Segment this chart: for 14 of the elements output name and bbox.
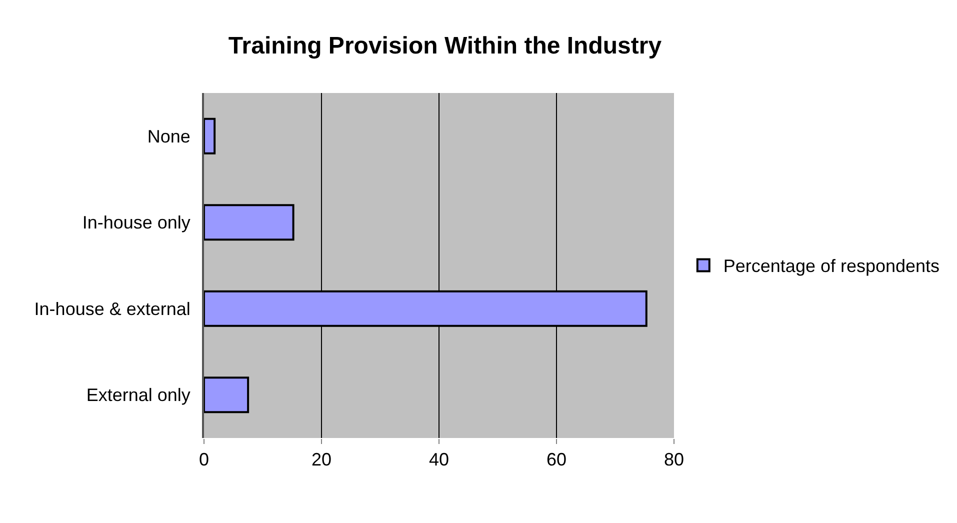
x-tick-label: 40	[428, 450, 450, 470]
x-tick-label: 0	[198, 450, 210, 470]
bar	[204, 376, 250, 414]
y-tick-label: In-house & external	[34, 298, 190, 319]
x-tick-label: 80	[664, 450, 684, 470]
y-tick-label: None	[147, 126, 190, 146]
chart-title: Training Provision Within the Industry	[228, 32, 662, 60]
x-tick-label: 60	[546, 450, 567, 470]
legend-label: Percentage of respondents	[723, 256, 940, 276]
x-tick-label: 20	[311, 450, 332, 470]
y-tick-label: External only	[86, 385, 190, 406]
bar	[204, 118, 216, 154]
y-tick-label: In-house only	[82, 212, 190, 233]
bar	[204, 204, 294, 241]
